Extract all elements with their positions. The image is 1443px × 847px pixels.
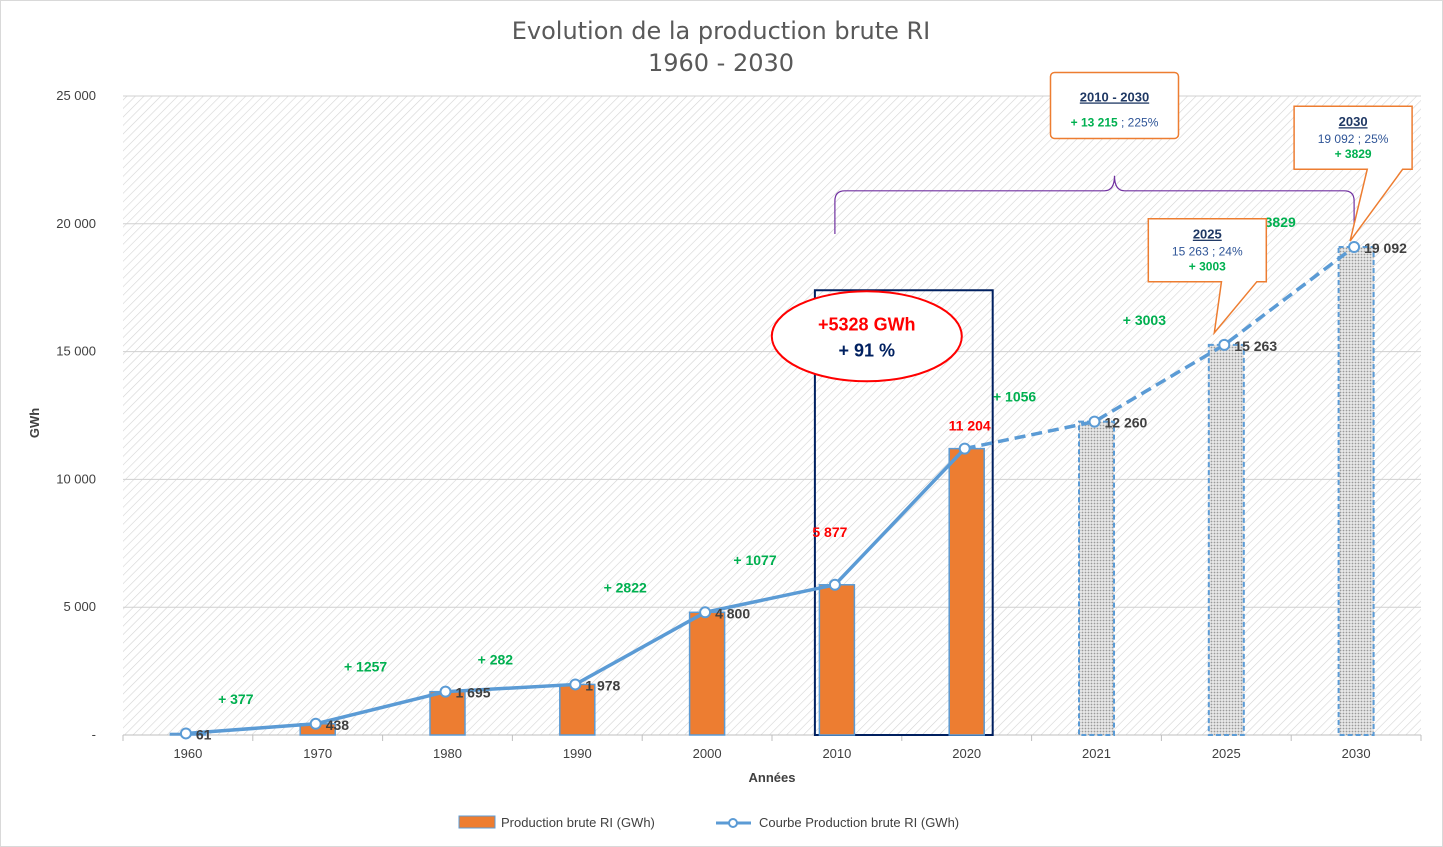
range-callout-rest: ; 225% <box>1118 115 1159 129</box>
value-label: 19 092 <box>1364 240 1407 256</box>
delta-label: + 2822 <box>604 579 647 595</box>
x-tick-label: 1980 <box>433 746 462 761</box>
delta-label: + 3003 <box>1123 312 1166 328</box>
delta-label: + 1257 <box>344 659 387 675</box>
value-label: 438 <box>326 717 350 733</box>
bar <box>688 611 726 736</box>
y-tick-label: 20 000 <box>56 216 96 231</box>
highlight-gwh: +5328 GWh <box>818 314 916 334</box>
legend-label-bar: Production brute RI (GWh) <box>501 815 655 830</box>
value-label: 15 263 <box>1234 338 1277 354</box>
y-tick-label: 15 000 <box>56 344 96 359</box>
callout-2030-title: 2030 <box>1339 114 1368 129</box>
data-point-marker <box>179 727 192 740</box>
x-tick-label: 2021 <box>1082 746 1111 761</box>
bar-projected <box>1078 420 1115 736</box>
chart-title-line1: Evolution de la production brute RI <box>512 17 931 45</box>
x-axis-ticks: 1960 1970 1980 1990 2000 2010 2020 2021 2025 2030 <box>173 746 1370 761</box>
data-point-marker <box>309 717 322 730</box>
callout-2030-delta: + 3829 <box>1335 147 1372 161</box>
callout-2025-box <box>1147 217 1268 336</box>
delta-label: + 1056 <box>993 389 1036 405</box>
callout-2025-title: 2025 <box>1193 227 1222 242</box>
value-labels: 61 438 1 695 1 978 4 800 5 877 11 204 12 260 15 … <box>196 240 1407 742</box>
data-point-marker <box>1218 338 1231 351</box>
range-callout-value: + 13 215 <box>1071 115 1118 129</box>
series-line-dashed <box>964 245 1356 451</box>
y-tick-label: 25 000 <box>56 88 96 103</box>
plot-area <box>123 96 1421 735</box>
x-tick-label: 2010 <box>822 746 851 761</box>
data-point-marker <box>569 678 582 691</box>
highlight-box <box>813 289 994 736</box>
delta-label: + 377 <box>218 691 254 707</box>
range-callout-box <box>1049 71 1180 140</box>
range-callout-title: 2010 - 2030 <box>1080 89 1149 104</box>
bar <box>559 683 596 736</box>
delta-label: + 282 <box>478 651 514 667</box>
x-axis-label: Années <box>749 770 796 785</box>
callout-2025-text: 15 263 ; 24% <box>1172 245 1243 259</box>
chart-title-line2: 1960 - 2030 <box>648 49 794 77</box>
callout-2025-delta: + 3003 <box>1189 260 1226 274</box>
legend-swatch-bar <box>458 815 496 829</box>
value-label: 12 260 <box>1105 415 1148 431</box>
data-point-marker <box>1088 415 1101 428</box>
x-tick-label: 2030 <box>1342 746 1371 761</box>
y-tick-label: - <box>92 727 96 742</box>
x-tick-label: 1970 <box>303 746 332 761</box>
value-label: 5 877 <box>812 524 847 540</box>
y-tick-label: 10 000 <box>56 471 96 486</box>
highlight-box-group <box>813 289 994 736</box>
legend: Production brute RI (GWh) Courbe Producti… <box>458 815 959 830</box>
delta-labels: + 377 + 1257 + 282 + 2822 + 1077 + 1056 + 3003… <box>218 214 1296 707</box>
value-label: 11 204 <box>949 418 991 434</box>
callout-2030-box <box>1293 105 1413 242</box>
y-axis-ticks: - 5 000 10 000 15 000 20 000 25 000 <box>56 88 96 742</box>
x-tick-label: 2020 <box>952 746 981 761</box>
delta-label: + 1077 <box>733 552 776 568</box>
data-point-marker <box>958 442 971 455</box>
x-tick-label: 1960 <box>173 746 202 761</box>
annotations-group: +5328 GWh + 91 % 2010 - 2030 + 13 215 ; 225… <box>770 71 1413 383</box>
value-label: 1 695 <box>456 685 491 701</box>
range-callout-text: + 13 215 ; 225% <box>1071 115 1159 129</box>
x-tick-label: 2000 <box>693 746 722 761</box>
y-tick-label: 5 000 <box>63 599 96 614</box>
callout-2030-text: 19 092 ; 25% <box>1318 132 1389 146</box>
bar-projected <box>1207 343 1245 736</box>
line-group <box>179 241 1361 740</box>
highlight-percent: + 91 % <box>839 340 896 360</box>
data-point-marker <box>699 606 712 619</box>
bar <box>818 584 856 736</box>
bar-projected <box>1337 246 1375 736</box>
data-point-marker <box>1348 241 1361 254</box>
data-point-marker <box>828 578 841 591</box>
value-label: 61 <box>196 726 212 742</box>
gridlines <box>122 95 1422 741</box>
highlight-ellipse <box>770 290 963 383</box>
x-tick-label: 1990 <box>563 746 592 761</box>
legend-label-line: Courbe Production brute RI (GWh) <box>759 815 959 830</box>
legend-swatch-marker <box>728 818 738 828</box>
bar <box>948 447 985 736</box>
range-brace <box>834 175 1355 235</box>
y-axis-label: GWh <box>27 408 42 438</box>
value-label: 4 800 <box>715 605 750 621</box>
value-label: 1 978 <box>585 677 620 693</box>
data-point-marker <box>439 685 452 698</box>
x-tick-label: 2025 <box>1212 746 1241 761</box>
bar <box>429 690 466 736</box>
